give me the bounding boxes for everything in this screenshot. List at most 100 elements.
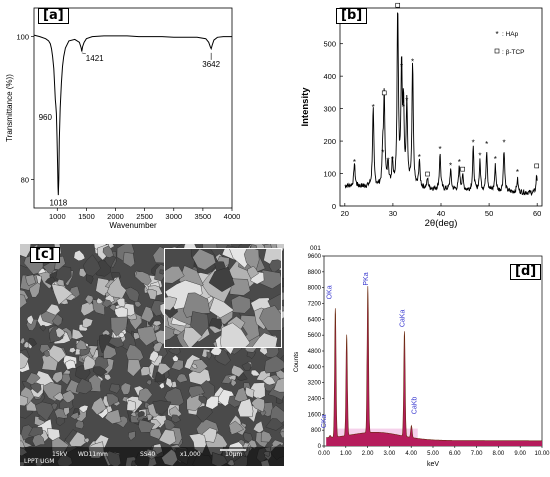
- x-tick-label-5: 3500: [195, 212, 212, 221]
- panel-letter-a: [a]: [38, 8, 69, 24]
- y-tick-label-9: 7200: [308, 302, 322, 308]
- sem-particle: [106, 275, 127, 299]
- peak-marker-hap-11: *: [418, 153, 421, 162]
- sem-particle: [191, 363, 198, 370]
- sem-particle: [264, 355, 284, 374]
- sem-particle: [75, 378, 93, 395]
- sem-particle: [152, 400, 172, 415]
- peak-marker-hap-4: *: [387, 156, 390, 165]
- peak-marker-tcp-12: [425, 171, 430, 177]
- sem-particle: [208, 266, 235, 292]
- y-tick-label-5: 4000: [308, 365, 322, 371]
- sem-particle: [20, 294, 28, 309]
- sem-particle: [116, 297, 126, 307]
- sem-particle: [32, 433, 46, 447]
- sem-particle: [73, 249, 86, 262]
- plot-frame: [323, 255, 543, 447]
- x-tick-label-2: 2.00: [362, 451, 374, 457]
- peak-label-CaKa: CaKa: [399, 310, 406, 328]
- sem-particle: [260, 409, 267, 417]
- sem-mag: x1,000: [180, 451, 201, 458]
- sem-particle: [164, 387, 185, 406]
- x-tick-label-6: 4000: [224, 212, 241, 221]
- sem-particle: [46, 344, 67, 363]
- ftir-spectrum-line: [33, 34, 232, 196]
- sem-particle: [244, 386, 255, 399]
- peak-marker-hap-20: *: [494, 155, 497, 164]
- sem-particle: [146, 379, 152, 386]
- y-tick-label-0: 80: [21, 175, 29, 184]
- y-tick-label-11: 8800: [308, 270, 322, 276]
- peak-label-OKa: OKa: [326, 285, 333, 299]
- sem-micrograph: 15kV WD11mm SS40 x1,000 10μm LPPT UGM: [20, 244, 284, 466]
- sem-particle: [68, 347, 77, 354]
- y-tick-label-1: 100: [323, 170, 336, 179]
- sem-particle: [153, 341, 163, 352]
- sem-particle: [51, 283, 73, 306]
- eds-chart: 001 0 800 1600 2400 3200 4000 4800 5600 6400 7200 8…: [293, 245, 550, 468]
- sem-particle: [251, 397, 265, 413]
- sem-particle: [138, 387, 153, 403]
- sem-particle: [228, 420, 245, 435]
- x-tick-label-3: 3.00: [384, 451, 396, 457]
- peak-marker-hap-7: *: [400, 62, 403, 71]
- sem-particle: [84, 294, 94, 305]
- sem-particle: [61, 373, 71, 385]
- x-tick-label-4: 60: [533, 209, 541, 218]
- sem-particle: [92, 366, 108, 376]
- peak-marker-hap-2: *: [381, 148, 384, 157]
- legend-label-tcp: : β-TCP: [502, 49, 525, 56]
- xrd-chart: 20 30 40 50 60 0 100 200 300 400 500 2θ(deg) Intensi…: [300, 2, 543, 229]
- sem-particle: [23, 341, 30, 349]
- peak-marker-hap-22: *: [516, 168, 519, 177]
- sem-particle: [265, 418, 284, 431]
- sem-particle: [250, 369, 261, 377]
- sem-particle: [165, 266, 185, 284]
- peak-marker-hap-13: *: [438, 145, 441, 154]
- sem-particle: [140, 366, 151, 376]
- y-tick-label-7: 5600: [308, 333, 322, 339]
- sem-particle: [201, 427, 218, 443]
- sem-particle: [109, 383, 121, 394]
- x-tick-label-2: 2000: [107, 212, 124, 221]
- sem-scale: 10μm: [225, 451, 243, 458]
- sem-particle: [252, 332, 278, 347]
- sem-particle: [279, 431, 284, 439]
- sem-particle: [128, 430, 136, 441]
- sem-lab: LPPT UGM: [24, 458, 55, 465]
- peak-marker-hap-15: *: [458, 158, 461, 167]
- peak-marker-hap-18: *: [478, 152, 481, 161]
- sem-particle: [26, 314, 34, 326]
- panel-b: 20 30 40 50 60 0 100 200 300 400 500 2θ(deg) Intensi…: [290, 0, 550, 242]
- sem-particle: [83, 355, 96, 371]
- sem-particle: [55, 327, 66, 338]
- y-tick-label-3: 300: [323, 105, 336, 114]
- annotation-3642: 3642: [202, 60, 220, 69]
- sem-particle: [75, 420, 85, 430]
- y-tick-label-1: 800: [311, 428, 322, 434]
- sem-particle: [78, 268, 88, 278]
- peak-marker-tcp-6: [395, 2, 401, 8]
- x-tick-label-8: 8.00: [493, 451, 505, 457]
- sem-particle: [20, 244, 31, 258]
- sem-particle: [138, 419, 156, 433]
- sem-particle: [55, 417, 66, 427]
- peak-marker-hap-14: *: [449, 161, 452, 170]
- sem-particle: [241, 362, 252, 371]
- sem-particle: [210, 345, 223, 356]
- sem-particle: [247, 265, 259, 279]
- sem-wd: WD11mm: [78, 451, 108, 458]
- sem-particle: [39, 344, 51, 354]
- y-tick-label-6: 4800: [308, 349, 322, 355]
- sem-particle: [70, 411, 80, 420]
- sem-particle: [102, 299, 112, 308]
- sem-particle: [133, 332, 141, 341]
- sem-particle: [96, 297, 104, 305]
- peak-marker-hap-8: *: [402, 103, 405, 112]
- sem-ss: SS40: [140, 451, 156, 458]
- eds-spectrum-line: [326, 286, 542, 442]
- y-tick-label-10: 8000: [308, 286, 322, 292]
- sem-particle: [157, 362, 172, 376]
- sem-particle: [30, 382, 42, 394]
- sem-particle: [20, 352, 29, 369]
